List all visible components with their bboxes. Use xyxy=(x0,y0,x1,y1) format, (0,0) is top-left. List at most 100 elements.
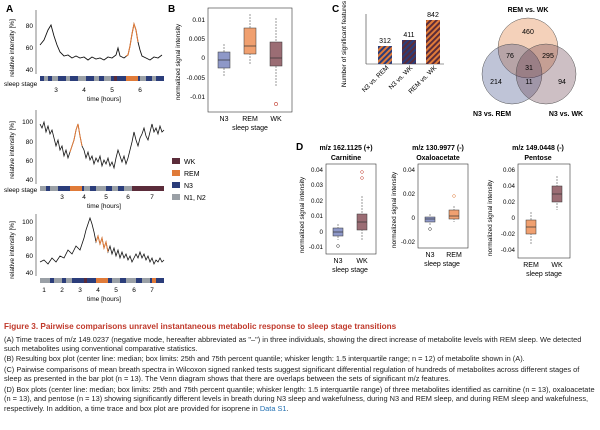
d1-category: WK xyxy=(356,258,368,265)
d2-xlabel: sleep stage xyxy=(424,261,460,268)
trace-2-ytick: 40 xyxy=(26,177,34,184)
trace-3: relative intensity [%] 40 60 80 100 1 2 … xyxy=(9,214,165,303)
panel-c-label: C xyxy=(332,4,339,15)
trace-3-ytick: 60 xyxy=(26,253,34,260)
panel-a: A relative intensity [%] 40 60 80 sleep … xyxy=(4,4,165,303)
trace-3-ytick: 100 xyxy=(22,219,33,226)
trace-2: relative intensity [%] 40 60 80 100 slee… xyxy=(4,110,165,210)
panel-c-bar-value: 411 xyxy=(403,32,414,39)
legend-label-rem: REM xyxy=(184,171,200,178)
venn-title-rem-wk: REM vs. WK xyxy=(508,7,549,14)
d1-ytick: 0 xyxy=(320,229,324,236)
trace-2-xtick: 6 xyxy=(126,194,130,201)
caption-para-d: (D) Box plots (center line: median; box … xyxy=(4,385,596,413)
legend-label-n12: N1, N2 xyxy=(184,195,206,202)
d3-ytick: -0.04 xyxy=(501,247,516,254)
d2-ytick: 0 xyxy=(412,215,416,222)
trace-1-xtick: 5 xyxy=(110,87,114,94)
panel-b-category: N3 xyxy=(220,116,229,123)
d1-ytick: 0.03 xyxy=(311,182,324,189)
trace-2-xtick: 7 xyxy=(150,194,154,201)
panel-b-ytick: -0.005 xyxy=(187,75,206,82)
trace-3-xtick: 5 xyxy=(114,287,118,294)
caption-end: . xyxy=(286,403,289,413)
trace-3-xtick: 1 xyxy=(42,287,46,294)
legend-label-n3: N3 xyxy=(184,183,193,190)
d1-title-mz: m/z 162.1125 (+) xyxy=(319,145,372,152)
trace-1-rem-segment xyxy=(125,21,139,57)
d1-title-name: Carnitine xyxy=(331,155,361,162)
trace-1-stage-bar xyxy=(40,76,164,81)
legend-swatch-n3 xyxy=(172,182,180,188)
d3-ytick: -0.02 xyxy=(501,231,516,238)
d3-ytick: 0 xyxy=(512,215,516,222)
d1-ytick: 0.04 xyxy=(311,167,324,174)
panel-b-ylabel: normalized signal intensity xyxy=(175,23,182,100)
venn-circle-n3-rem xyxy=(481,43,543,105)
trace-1-ytick: 80 xyxy=(26,23,34,30)
trace-2-xtick: 3 xyxy=(60,194,64,201)
legend-label-wk: WK xyxy=(184,159,196,166)
trace-3-xtick: 4 xyxy=(96,287,100,294)
trace-1-xtick: 6 xyxy=(138,87,142,94)
venn-value: 214 xyxy=(490,79,502,86)
panel-d-plot-pentose: m/z 149.0448 (-) Pentose normalized sign… xyxy=(487,145,571,278)
panel-d: D m/z 162.1125 (+) Carnitine normalized … xyxy=(296,142,571,278)
venn-title-n3-wk: N3 vs. WK xyxy=(549,111,583,118)
figure-caption: Figure 3. Pairwise comparisons unravel i… xyxy=(4,322,596,414)
d3-category: WK xyxy=(551,262,563,269)
panel-c-bar-value: 842 xyxy=(427,12,439,19)
trace-1-xtick: 4 xyxy=(82,87,86,94)
legend-swatch-n12 xyxy=(172,194,180,200)
panel-d-plot-oxaloacetate: m/z 130.9977 (-) Oxaloacetate normalized… xyxy=(391,145,469,268)
trace-3-xtick: 2 xyxy=(60,287,64,294)
panel-b-category: REM xyxy=(242,116,258,123)
panel-c-bar xyxy=(402,40,416,64)
panel-c: C Number of significant features 312 411… xyxy=(332,0,583,118)
venn-value: 94 xyxy=(558,79,566,86)
trace-1-line xyxy=(39,22,163,61)
d3-ytick: 0.02 xyxy=(503,199,516,206)
d3-ytick: 0.06 xyxy=(503,167,516,174)
trace-1-ytick: 40 xyxy=(26,67,34,74)
trace-3-xtick: 6 xyxy=(132,287,136,294)
venn-diagram: REM vs. WK 460 76 295 31 214 11 94 N3 vs… xyxy=(473,7,583,118)
trace-1-xtick: 3 xyxy=(54,87,58,94)
panel-c-bar xyxy=(378,46,392,64)
panel-b-ytick: 0.01 xyxy=(192,17,205,24)
d2-ylabel: normalized signal intensity xyxy=(391,171,398,248)
panel-b-xlabel: sleep stage xyxy=(232,125,268,132)
venn-circle-rem-wk xyxy=(497,17,559,79)
legend-swatch-rem xyxy=(172,170,180,176)
caption-para-b: (B) Resulting box plot (center line: med… xyxy=(4,354,525,364)
trace-1-ytick: 60 xyxy=(26,45,34,52)
d1-ytick: 0.02 xyxy=(311,198,324,205)
panel-b-category: WK xyxy=(270,116,282,123)
trace-3-line xyxy=(39,216,165,266)
d2-ytick: 0.04 xyxy=(403,167,416,174)
sleep-stage-legend: WK REM N3 N1, N2 xyxy=(172,158,206,202)
venn-value: 11 xyxy=(525,79,532,86)
panel-b-box-wk xyxy=(269,18,283,106)
caption-data-s1-link[interactable]: Data S1 xyxy=(259,403,287,413)
trace-3-xtick: 7 xyxy=(150,287,154,294)
d3-title-mz: m/z 149.0448 (-) xyxy=(512,145,564,152)
panel-d-plot-carnitine: m/z 162.1125 (+) Carnitine normalized si… xyxy=(299,145,377,274)
trace-3-ytick: 80 xyxy=(26,236,34,243)
trace-1-ylabel: relative intensity [%] xyxy=(9,19,16,77)
panel-b-ytick: -0.01 xyxy=(190,94,205,101)
trace-2-sleep-stage-label: sleep stage xyxy=(4,187,38,194)
d2-category: REM xyxy=(446,252,462,259)
trace-1-xlabel: time [hours] xyxy=(87,96,121,103)
trace-3-xlabel: time [hours] xyxy=(87,296,121,303)
caption-para-d-text: (D) Box plots (center line: median; box … xyxy=(4,384,595,413)
trace-2-rem-segment xyxy=(69,123,83,153)
panel-c-ylabel: Number of significant features xyxy=(341,0,348,87)
trace-2-ytick: 80 xyxy=(26,139,34,146)
trace-2-line xyxy=(39,120,165,170)
trace-1: relative intensity [%] 40 60 80 sleep st… xyxy=(4,10,164,103)
caption-para-a: (A) Time traces of m/z 149.0237 (negativ… xyxy=(4,334,582,353)
d2-title-name: Oxaloacetate xyxy=(416,155,460,162)
legend-swatch-wk xyxy=(172,158,180,164)
panel-c-bar-value: 312 xyxy=(379,38,391,45)
